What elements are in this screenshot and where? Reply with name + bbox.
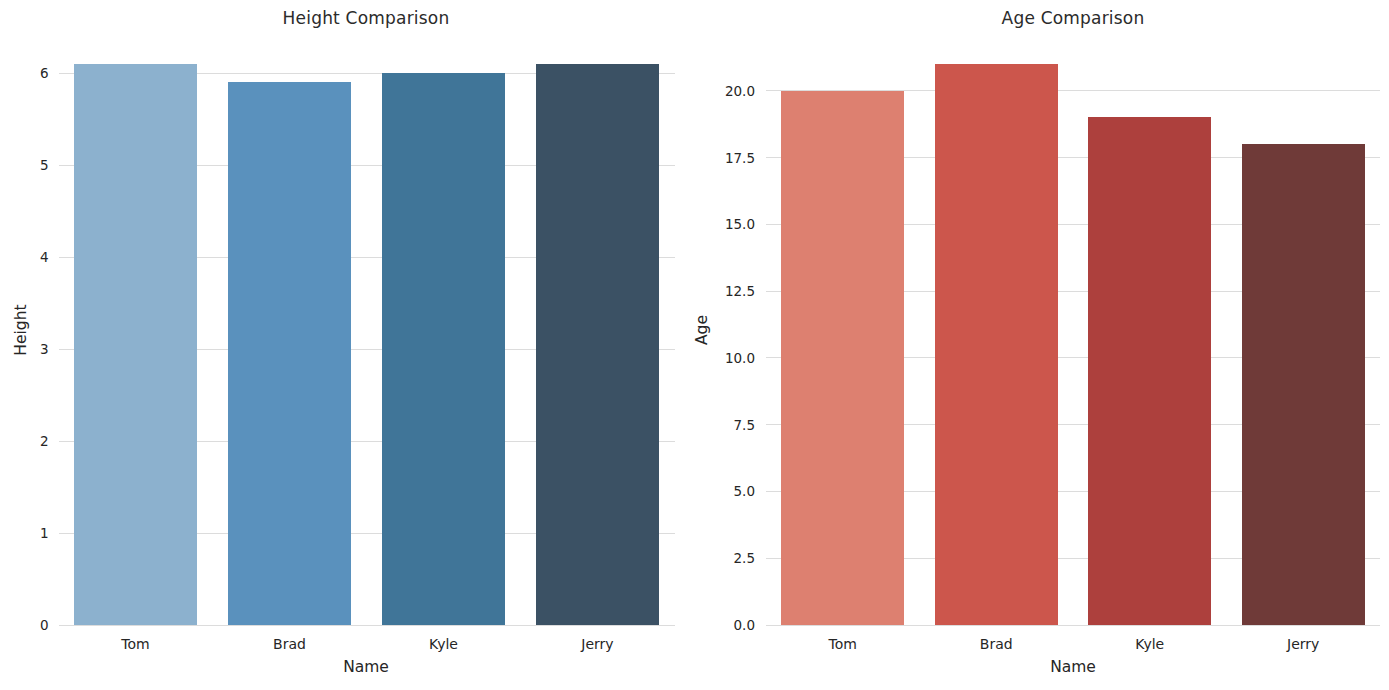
y-tick-label: 6: [9, 64, 49, 82]
bar-brad: [935, 64, 1058, 625]
x-tick-label: Jerry: [521, 636, 675, 652]
y-tick-label: 5: [9, 156, 49, 174]
y-tick-label: 12.5: [709, 282, 755, 300]
x-axis-label: Name: [766, 658, 1380, 676]
chart-title: Height Comparison: [58, 8, 674, 28]
y-tick-label: 15.0: [709, 215, 755, 233]
plot-area: 0123456TomBradKyleJerry: [59, 36, 675, 625]
bar-brad: [228, 82, 351, 625]
y-tick-label: 0.0: [709, 616, 755, 634]
x-tick-label: Kyle: [1073, 636, 1227, 652]
y-tick-label: 5.0: [709, 482, 755, 500]
y-tick-label: 4: [9, 248, 49, 266]
y-tick-label: 7.5: [709, 416, 755, 434]
x-tick-label: Brad: [213, 636, 367, 652]
x-axis-label: Name: [58, 658, 674, 676]
x-tick-label: Jerry: [1227, 636, 1381, 652]
bar-tom: [781, 91, 904, 625]
y-tick-label: 2.5: [709, 549, 755, 567]
y-tick-label: 10.0: [709, 349, 755, 367]
x-tick-label: Tom: [766, 636, 920, 652]
bar-jerry: [1242, 144, 1365, 625]
y-tick-label: 3: [9, 340, 49, 358]
bar-kyle: [382, 73, 505, 625]
x-tick-label: Kyle: [367, 636, 521, 652]
chart-title: Age Comparison: [766, 8, 1380, 28]
plot-area: 0.02.55.07.510.012.515.017.520.0TomBradK…: [766, 36, 1380, 625]
figure-canvas: Height Comparison Height 0123456TomBradK…: [0, 0, 1389, 690]
y-axis-label: Age: [693, 315, 711, 345]
x-tick-label: Tom: [59, 636, 213, 652]
y-tick-label: 17.5: [709, 149, 755, 167]
y-tick-label: 2: [9, 432, 49, 450]
y-tick-label: 20.0: [709, 82, 755, 100]
bar-jerry: [536, 64, 659, 625]
bar-kyle: [1088, 117, 1211, 625]
y-tick-label: 0: [9, 616, 49, 634]
x-tick-label: Brad: [920, 636, 1074, 652]
bar-tom: [74, 64, 197, 625]
y-tick-label: 1: [9, 524, 49, 542]
